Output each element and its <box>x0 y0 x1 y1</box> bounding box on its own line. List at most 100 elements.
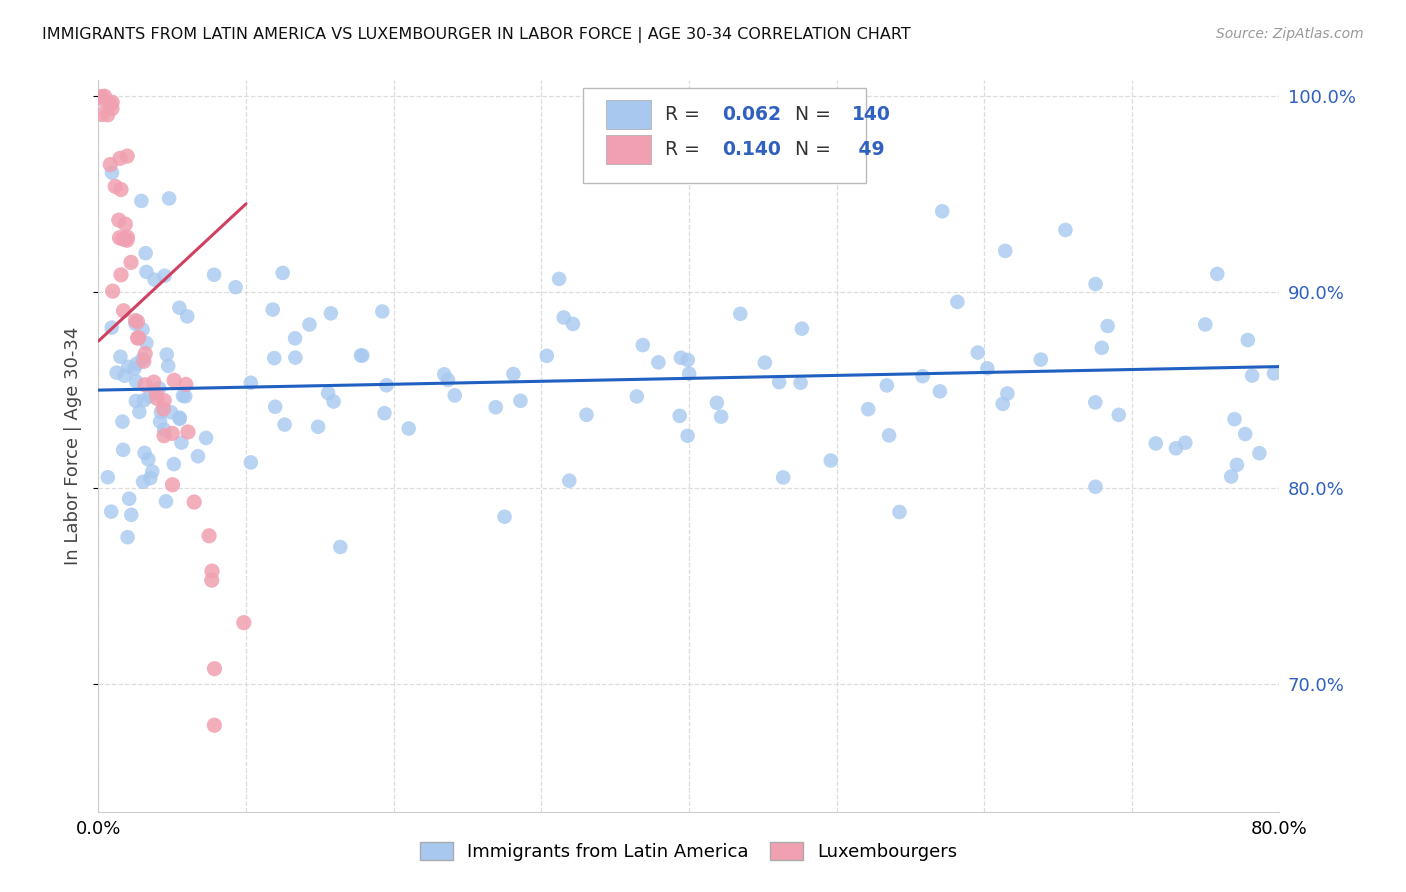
Point <box>134 446 156 460</box>
Point <box>127 331 149 345</box>
Point <box>146 392 169 406</box>
Point <box>329 540 352 554</box>
Point <box>494 509 516 524</box>
Point <box>710 409 733 424</box>
Point <box>284 351 307 365</box>
Point <box>350 349 373 363</box>
Text: N =: N = <box>796 105 831 124</box>
Point <box>1144 436 1167 450</box>
Point <box>124 317 146 331</box>
Point <box>143 273 166 287</box>
Point <box>110 268 132 282</box>
Point <box>155 494 177 508</box>
Point <box>876 378 898 392</box>
Point <box>820 453 842 467</box>
Point <box>112 232 135 246</box>
Point <box>125 394 148 409</box>
Point <box>443 388 465 402</box>
Point <box>115 233 138 247</box>
Point <box>790 321 813 335</box>
Point <box>371 304 394 318</box>
Point <box>991 397 1014 411</box>
Point <box>105 366 128 380</box>
Point <box>169 412 191 426</box>
Point <box>1108 408 1130 422</box>
Point <box>201 573 224 587</box>
Point <box>176 310 198 324</box>
Point <box>271 266 294 280</box>
Point <box>120 255 142 269</box>
Point <box>104 179 127 194</box>
Point <box>1097 318 1119 333</box>
Point <box>117 530 139 544</box>
Point <box>139 471 162 485</box>
Point <box>131 194 153 208</box>
Point <box>117 230 139 244</box>
Point <box>108 231 131 245</box>
Point <box>100 320 122 334</box>
Point <box>118 491 141 506</box>
Point <box>90 89 112 103</box>
Point <box>298 318 321 332</box>
Point <box>156 347 179 361</box>
Point <box>931 204 953 219</box>
Point <box>120 508 142 522</box>
Point <box>162 426 184 441</box>
Point <box>115 149 138 163</box>
Point <box>128 405 150 419</box>
Point <box>132 393 155 408</box>
Point <box>754 356 776 370</box>
Point <box>201 564 224 578</box>
Point <box>132 475 155 489</box>
Point <box>97 108 120 122</box>
Point <box>131 351 153 366</box>
Text: R =: R = <box>665 105 700 124</box>
Legend: Immigrants from Latin America, Luxembourgers: Immigrants from Latin America, Luxembour… <box>413 835 965 869</box>
Point <box>994 244 1017 258</box>
Point <box>183 495 205 509</box>
Point <box>239 455 262 469</box>
Point <box>153 423 176 437</box>
Point <box>174 377 197 392</box>
Point <box>108 152 131 166</box>
Point <box>101 284 124 298</box>
Point <box>112 442 135 457</box>
Text: R =: R = <box>665 140 700 160</box>
Point <box>264 400 287 414</box>
Point <box>433 368 456 382</box>
Point <box>322 394 344 409</box>
Point <box>202 268 225 282</box>
Point <box>995 386 1018 401</box>
Point <box>110 350 132 364</box>
Point <box>135 336 157 351</box>
Point <box>676 429 699 443</box>
Point <box>187 449 209 463</box>
Point <box>509 393 531 408</box>
Point <box>553 310 575 325</box>
Point <box>101 95 124 110</box>
Point <box>316 386 339 401</box>
Point <box>730 307 752 321</box>
Point <box>169 410 191 425</box>
Point <box>706 396 728 410</box>
Point <box>548 272 571 286</box>
Point <box>856 402 879 417</box>
Point <box>138 389 160 403</box>
Text: 0.062: 0.062 <box>723 105 780 124</box>
Point <box>135 246 157 260</box>
Point <box>772 470 794 484</box>
Point <box>1234 427 1257 442</box>
Point <box>108 213 131 227</box>
Point <box>1164 442 1187 456</box>
Point <box>373 406 395 420</box>
Point <box>225 280 247 294</box>
Point <box>319 306 342 320</box>
Point <box>485 401 508 415</box>
Point <box>631 338 654 352</box>
Point <box>1091 341 1114 355</box>
Point <box>195 431 218 445</box>
Point <box>157 359 180 373</box>
Point <box>100 505 122 519</box>
Point <box>966 345 988 359</box>
Point <box>142 375 165 389</box>
